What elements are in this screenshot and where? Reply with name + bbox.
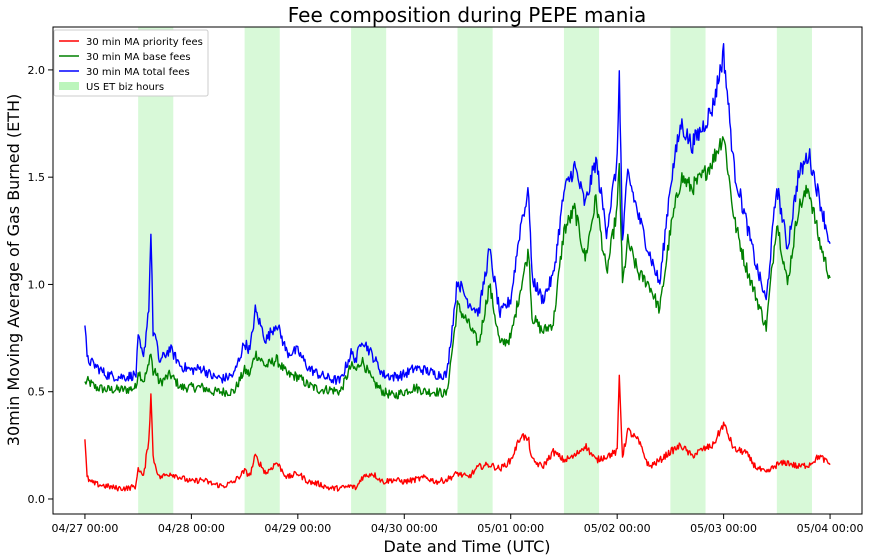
legend-patch-swatch <box>59 82 79 90</box>
x-tick-label: 05/03 00:00 <box>690 522 757 535</box>
x-tick-label: 04/30 00:00 <box>371 522 438 535</box>
series-line <box>84 374 831 492</box>
legend-box <box>53 29 209 97</box>
legend-label: 30 min MA base fees <box>86 52 191 63</box>
biz-hours-shading <box>138 27 812 514</box>
x-axis-ticks: 04/27 00:00 04/28 00:00 04/29 00:00 04/30 0… <box>51 514 864 535</box>
biz-hours-band <box>351 27 387 514</box>
y-tick-label: 1.0 <box>28 278 46 291</box>
biz-hours-band <box>776 27 812 514</box>
biz-hours-band <box>138 27 174 514</box>
legend: 30 min MA priority fees 30 min MA base fe… <box>53 29 209 97</box>
series-line <box>84 43 831 385</box>
x-tick-label: 04/27 00:00 <box>51 522 118 535</box>
x-tick-label: 04/28 00:00 <box>158 522 225 535</box>
y-axis-label: 30min Moving Average of Gas Burned (ETH) <box>4 94 23 446</box>
biz-hours-band <box>563 27 600 514</box>
legend-label: 30 min MA priority fees <box>86 37 203 48</box>
x-tick-label: 05/04 00:00 <box>797 522 864 535</box>
y-tick-label: 0.0 <box>28 493 46 506</box>
plot-frame <box>52 26 863 515</box>
y-tick-label: 0.5 <box>28 386 46 399</box>
y-tick-label: 2.0 <box>28 64 46 77</box>
x-tick-label: 04/29 00:00 <box>264 522 331 535</box>
y-axis-ticks: 0.0 0.5 1.0 1.5 2.0 <box>28 64 53 506</box>
legend-label: 30 min MA total fees <box>86 67 190 78</box>
chart-title: Fee composition during PEPE mania <box>288 3 647 27</box>
biz-hours-band <box>244 27 280 514</box>
biz-hours-band <box>670 27 706 514</box>
x-axis-label: Date and Time (UTC) <box>384 537 551 556</box>
legend-label: US ET biz hours <box>86 82 164 93</box>
series-lines <box>84 43 831 492</box>
series-line <box>84 136 831 400</box>
x-tick-label: 05/01 00:00 <box>477 522 544 535</box>
y-tick-label: 1.5 <box>28 171 46 184</box>
x-tick-label: 05/02 00:00 <box>584 522 651 535</box>
